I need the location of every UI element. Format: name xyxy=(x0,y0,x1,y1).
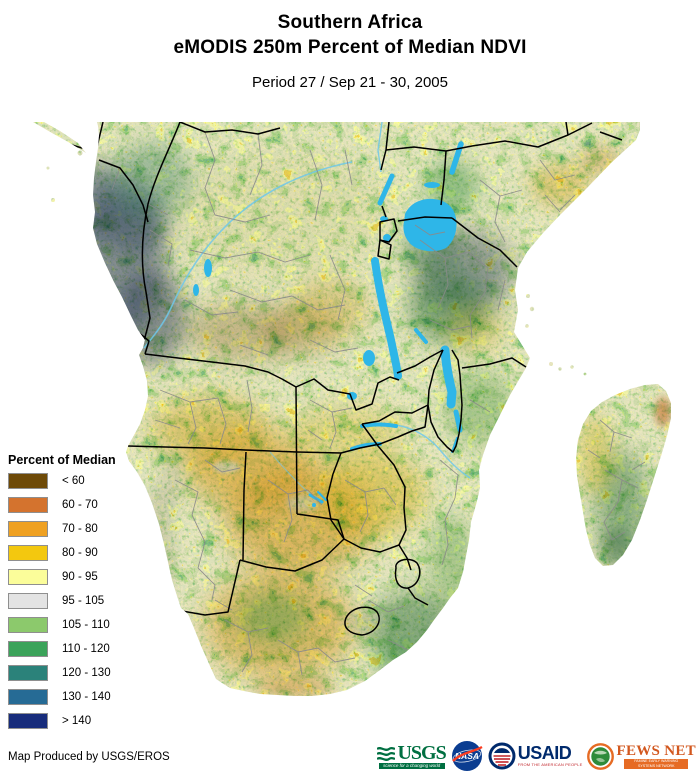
legend-swatch xyxy=(8,689,48,705)
legend-row: 80 - 90 xyxy=(8,545,116,561)
page-title-line2: eMODIS 250m Percent of Median NDVI xyxy=(173,37,527,58)
lake-victoria xyxy=(403,198,457,252)
legend-swatch xyxy=(8,665,48,681)
lake-malawi xyxy=(440,345,457,409)
legend-swatch xyxy=(8,569,48,585)
land-raster xyxy=(33,122,671,696)
country-borders xyxy=(61,122,623,636)
legend-row: 105 - 110 xyxy=(8,617,116,633)
page-title-line1: Southern Africa xyxy=(277,12,423,33)
usgs-wordmark: USGS xyxy=(397,741,446,764)
usaid-seal-icon xyxy=(488,742,516,770)
legend-row: < 60 xyxy=(8,473,116,489)
legend-label: 95 - 105 xyxy=(62,595,105,607)
nasa-meatball-icon: NASA xyxy=(451,741,483,771)
legend-row: 60 - 70 xyxy=(8,497,116,513)
legend-label: 110 - 120 xyxy=(62,643,110,655)
usaid-logo: USAID FROM THE AMERICAN PEOPLE xyxy=(488,742,583,770)
legend-row: 95 - 105 xyxy=(8,593,116,609)
legend-title: Percent of Median xyxy=(8,453,116,467)
legend-label: 60 - 70 xyxy=(62,499,98,511)
lake-kyoga xyxy=(424,182,440,188)
map-credit: Map Produced by USGS/EROS xyxy=(8,751,170,763)
nasa-logo: NASA xyxy=(451,740,483,772)
lake-rukwa xyxy=(414,328,428,344)
usaid-wordmark: USAID xyxy=(517,743,572,763)
legend-swatch xyxy=(8,713,48,729)
legend-row: > 140 xyxy=(8,713,116,729)
usgs-logo: USGS science for a changing world xyxy=(377,741,447,769)
legend-label: 120 - 130 xyxy=(62,667,111,679)
legend-label: 105 - 110 xyxy=(62,619,110,631)
fewsnet-wordmark: FEWS NET xyxy=(616,742,696,759)
legend-swatch xyxy=(8,521,48,537)
region-tints xyxy=(73,142,671,696)
lake-cahora-bassa xyxy=(360,422,398,428)
legend-row: 70 - 80 xyxy=(8,521,116,537)
legend-swatch xyxy=(8,593,48,609)
legend-label: < 60 xyxy=(62,475,85,487)
legend-row: 120 - 130 xyxy=(8,665,116,681)
legend-label: 130 - 140 xyxy=(62,691,111,703)
usaid-tagline: FROM THE AMERICAN PEOPLE xyxy=(517,762,583,767)
legend-label: 80 - 90 xyxy=(62,547,98,559)
rivers xyxy=(143,122,471,497)
legend-swatch xyxy=(8,497,48,513)
fewsnet-tagline: FAMINE EARLY WARNING SYSTEMS NETWORK xyxy=(624,758,689,769)
lake-tanganyika xyxy=(371,257,402,380)
legend-swatch xyxy=(8,473,48,489)
legend-row: 130 - 140 xyxy=(8,689,116,705)
legend-label: 90 - 95 xyxy=(62,571,98,583)
legend-swatch xyxy=(8,641,48,657)
legend-label: 70 - 80 xyxy=(62,523,98,535)
fewsnet-logo: FEWS NET FAMINE EARLY WARNING SYSTEMS NE… xyxy=(587,742,696,770)
usgs-tagline: science for a changing world xyxy=(378,762,445,769)
legend-row: 110 - 120 xyxy=(8,641,116,657)
lake-mweru xyxy=(363,350,375,366)
legend-swatch xyxy=(8,545,48,561)
legend: Percent of Median < 60 60 - 70 70 - 80 8… xyxy=(8,453,116,737)
legend-swatch xyxy=(8,617,48,633)
legend-label: > 140 xyxy=(62,715,92,727)
agency-logos: USGS science for a changing world NASA U… xyxy=(377,737,696,775)
svg-text:NASA: NASA xyxy=(455,751,479,761)
period-subtitle: Period 27 / Sep 21 - 30, 2005 xyxy=(252,74,448,91)
legend-row: 90 - 95 xyxy=(8,569,116,585)
admin-borders xyxy=(111,131,646,676)
usgs-waves-icon xyxy=(377,746,396,761)
lake-albert xyxy=(377,173,395,206)
header: Southern Africa eMODIS 250m Percent of M… xyxy=(0,10,700,91)
fewsnet-globe-icon xyxy=(587,742,615,770)
